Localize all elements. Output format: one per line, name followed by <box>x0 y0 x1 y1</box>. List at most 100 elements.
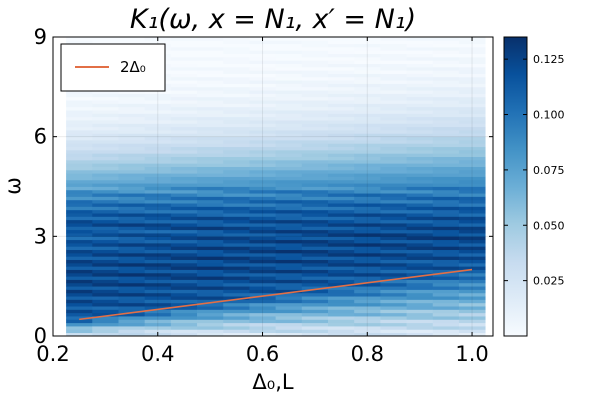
heatmap-cell <box>354 159 381 164</box>
heatmap-cell <box>380 43 407 48</box>
heatmap-cell <box>170 299 198 304</box>
heatmap-cell <box>275 73 303 78</box>
heatmap-cell <box>406 83 434 88</box>
heatmap-cell <box>301 123 329 128</box>
heatmap-cell <box>275 43 303 48</box>
heatmap-cell <box>249 279 277 284</box>
heatmap-cell <box>406 242 434 247</box>
heatmap-cell <box>249 90 277 94</box>
heatmap-cell <box>249 312 277 317</box>
heatmap-cell <box>275 326 303 330</box>
heatmap-cell <box>197 319 224 324</box>
heatmap-cell <box>66 289 93 294</box>
heatmap-cell <box>92 173 119 177</box>
heatmap-cell <box>197 143 224 148</box>
heatmap-cell <box>249 246 277 251</box>
heatmap-cell <box>223 319 250 324</box>
heatmap-cell <box>144 103 172 108</box>
heatmap-cell <box>249 159 277 164</box>
heatmap-cell <box>406 56 434 61</box>
heatmap-cell <box>458 136 486 141</box>
heatmap-cell <box>275 126 303 131</box>
heatmap-cell <box>328 326 355 330</box>
heatmap-cell <box>223 262 250 267</box>
heatmap-cell <box>458 326 486 330</box>
heatmap-cell <box>275 289 303 294</box>
heatmap-cell <box>432 196 460 201</box>
heatmap-cell <box>249 40 277 45</box>
heatmap-cell <box>406 279 434 284</box>
heatmap-cell <box>66 259 93 264</box>
heatmap-cell <box>170 76 198 81</box>
heatmap-cell <box>432 159 460 164</box>
heatmap-cell <box>458 169 486 174</box>
heatmap-cell <box>66 286 93 290</box>
heatmap-cell <box>380 216 407 221</box>
heatmap-cell <box>275 272 303 277</box>
heatmap-cell <box>223 196 250 201</box>
heatmap-cell <box>223 296 250 300</box>
heatmap-cell <box>458 213 486 217</box>
heatmap-cell <box>275 262 303 267</box>
heatmap-cell <box>223 80 250 84</box>
heatmap-cell <box>432 163 460 167</box>
heatmap-cell <box>354 259 381 264</box>
heatmap-cell <box>66 229 93 234</box>
heatmap-cell <box>406 326 434 330</box>
heatmap-cell <box>380 233 407 237</box>
heatmap-cell <box>118 176 146 181</box>
heatmap-cell <box>170 113 198 118</box>
heatmap-cell <box>197 186 224 191</box>
heatmap-cell <box>197 90 224 94</box>
heatmap-cell <box>66 159 93 164</box>
heatmap-cell <box>354 246 381 251</box>
heatmap-cell <box>249 229 277 234</box>
heatmap-cell <box>275 196 303 201</box>
heatmap-cell <box>301 242 329 247</box>
heatmap-cell <box>458 40 486 45</box>
heatmap-cell <box>118 272 146 277</box>
x-tick-label: 0.2 <box>36 342 69 366</box>
heatmap-cell <box>144 93 172 98</box>
heatmap-cell <box>458 103 486 108</box>
heatmap-cell <box>92 146 119 151</box>
heatmap-cell <box>170 296 198 300</box>
heatmap-cell <box>380 236 407 241</box>
heatmap-cell <box>458 229 486 234</box>
heatmap-cell <box>197 76 224 81</box>
heatmap-cell <box>406 262 434 267</box>
heatmap-cell <box>197 199 224 204</box>
heatmap-cell <box>458 209 486 214</box>
heatmap-cell <box>66 272 93 277</box>
heatmap-cell <box>458 296 486 300</box>
heatmap-cell <box>118 106 146 111</box>
heatmap-cell <box>249 252 277 257</box>
heatmap-cell <box>406 106 434 111</box>
heatmap-cell <box>275 239 303 244</box>
heatmap-cell <box>354 193 381 197</box>
heatmap-cell <box>301 223 329 227</box>
heatmap-cell <box>66 183 93 187</box>
heatmap-cell <box>249 153 277 157</box>
heatmap-cell <box>275 169 303 174</box>
heatmap-cell <box>275 279 303 284</box>
x-axis-label: Δ₀,L <box>252 370 293 394</box>
heatmap-cell <box>197 130 224 134</box>
heatmap-cell <box>197 149 224 154</box>
heatmap-cell <box>275 83 303 88</box>
heatmap-cell <box>223 116 250 121</box>
heatmap-cell <box>432 133 460 138</box>
heatmap-cell <box>197 183 224 187</box>
heatmap-cell <box>223 226 250 231</box>
heatmap-cell <box>406 332 434 336</box>
heatmap-cell <box>66 203 93 207</box>
heatmap-cell <box>328 100 355 104</box>
heatmap-cell <box>328 242 355 247</box>
heatmap-cell <box>328 123 355 128</box>
heatmap-cell <box>223 249 250 254</box>
x-tick-labels: 0.2 0.4 0.6 0.8 1.0 <box>36 342 488 366</box>
heatmap-cell <box>170 229 198 234</box>
heatmap-cell <box>197 169 224 174</box>
heatmap-cell <box>92 40 119 45</box>
heatmap-cell <box>432 276 460 280</box>
